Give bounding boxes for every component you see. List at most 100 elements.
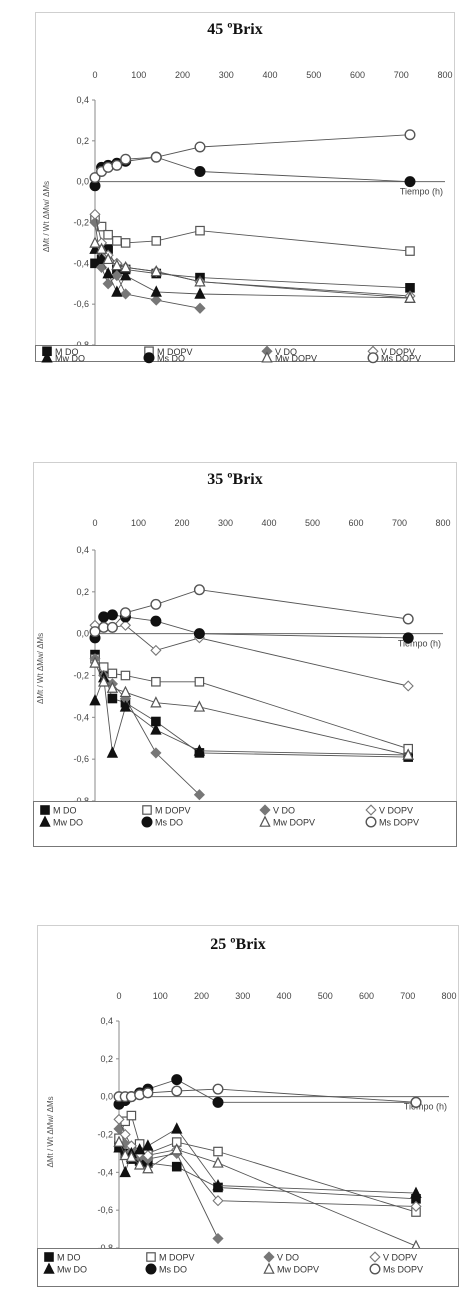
y-tick-label: 0,4 bbox=[100, 1016, 113, 1026]
x-axis-label: Tiempo (h) bbox=[400, 187, 443, 197]
data-point bbox=[193, 744, 206, 756]
x-axis-label: Tiempo (h) bbox=[398, 639, 441, 649]
series-mw-do bbox=[89, 242, 416, 303]
legend-item: Mw DO bbox=[39, 815, 83, 828]
series-mw-dopv bbox=[89, 656, 414, 760]
x-tick-label: 700 bbox=[392, 518, 407, 528]
data-point bbox=[193, 628, 205, 640]
x-tick-label: 100 bbox=[153, 991, 168, 1001]
data-point bbox=[119, 260, 132, 273]
x-tick-label: 100 bbox=[131, 70, 146, 80]
data-point bbox=[194, 302, 206, 314]
legend-box bbox=[37, 1248, 459, 1287]
x-tick-label: 800 bbox=[441, 991, 456, 1001]
legend-item: Ms DO bbox=[143, 352, 185, 364]
y-tick-label: 0,4 bbox=[76, 95, 89, 105]
series-line bbox=[94, 589, 409, 633]
legend-label: V DO bbox=[275, 347, 297, 357]
series-line bbox=[118, 1145, 417, 1200]
series-v-do bbox=[89, 653, 205, 801]
y-tick-label: 0,2 bbox=[76, 136, 89, 146]
data-point bbox=[194, 165, 206, 177]
data-point bbox=[150, 151, 162, 163]
data-point bbox=[113, 1135, 125, 1147]
data-point bbox=[405, 246, 415, 256]
legend-item: M DO bbox=[40, 805, 77, 816]
data-point bbox=[193, 584, 205, 596]
x-tick-label: 200 bbox=[174, 518, 189, 528]
y-axis-label: ΔMt / Wt ΔMw/ ΔMs bbox=[42, 181, 51, 252]
y-axis-label: ΔMt / Wt ΔMw/ ΔMs bbox=[46, 1096, 55, 1167]
legend-item: Mw DOPV bbox=[261, 351, 317, 363]
data-point bbox=[171, 1122, 183, 1134]
data-point bbox=[111, 159, 123, 171]
data-point bbox=[107, 693, 118, 704]
legend-item: V DOPV bbox=[365, 804, 413, 816]
data-point bbox=[111, 258, 123, 271]
series-mw-do bbox=[113, 1122, 422, 1198]
data-point bbox=[150, 285, 162, 297]
data-point bbox=[212, 1195, 224, 1207]
data-point bbox=[212, 1096, 224, 1108]
x-tick-label: 600 bbox=[348, 518, 363, 528]
y-tick-label: -0,4 bbox=[97, 1167, 113, 1177]
legend-label: V DOPV bbox=[383, 1253, 417, 1263]
data-point bbox=[120, 288, 132, 300]
data-point bbox=[119, 607, 131, 619]
legend-marker bbox=[263, 1262, 275, 1274]
x-tick-label: 700 bbox=[394, 70, 409, 80]
data-point bbox=[150, 747, 162, 759]
series-ms-do bbox=[89, 609, 414, 644]
data-point bbox=[119, 685, 132, 698]
x-tick-label: 700 bbox=[400, 991, 415, 1001]
legend-box bbox=[35, 345, 455, 362]
x-tick-label: 0 bbox=[92, 70, 97, 80]
y-tick-label: -0,2 bbox=[73, 218, 89, 228]
data-point bbox=[102, 252, 114, 265]
data-point bbox=[195, 225, 205, 236]
series-line bbox=[118, 1119, 417, 1207]
legend-label: M DOPV bbox=[159, 1253, 195, 1263]
legend-label: V DO bbox=[273, 806, 295, 816]
data-point bbox=[111, 270, 123, 282]
x-tick-label: 500 bbox=[318, 991, 333, 1001]
data-point bbox=[213, 1146, 223, 1157]
y-axis-label: ΔMt / Wt ΔMw/ ΔMs bbox=[36, 633, 45, 704]
x-tick-label: 500 bbox=[306, 70, 321, 80]
data-point bbox=[89, 236, 101, 248]
legend-marker bbox=[145, 1263, 157, 1275]
x-tick-label: 400 bbox=[276, 991, 291, 1001]
data-point bbox=[402, 632, 414, 644]
y-tick-label: 0,2 bbox=[76, 587, 89, 597]
data-point bbox=[106, 609, 118, 621]
series-ms-dopv bbox=[113, 1083, 422, 1108]
series-mw-dopv bbox=[113, 1135, 422, 1251]
data-point bbox=[106, 746, 119, 758]
y-tick-label: -0,6 bbox=[97, 1205, 113, 1215]
data-point bbox=[89, 242, 101, 254]
y-tick-label: -0,2 bbox=[73, 671, 89, 681]
legend-label: Ms DO bbox=[155, 818, 183, 828]
series-line bbox=[94, 658, 200, 796]
legend-label: Ms DOPV bbox=[381, 353, 421, 363]
data-point bbox=[150, 294, 162, 306]
data-point bbox=[98, 675, 110, 687]
data-point bbox=[150, 615, 162, 627]
series-line bbox=[94, 662, 409, 756]
legend-item: M DOPV bbox=[142, 805, 191, 816]
chart-frame bbox=[37, 925, 459, 1287]
legend-item: Mw DOPV bbox=[259, 815, 315, 828]
data-point bbox=[402, 680, 414, 692]
legend-marker bbox=[369, 1251, 381, 1263]
legend-marker bbox=[259, 804, 271, 816]
legend-label: M DOPV bbox=[155, 806, 191, 816]
legend-marker bbox=[261, 351, 273, 363]
series-mw-dopv bbox=[89, 236, 416, 303]
data-point bbox=[95, 242, 108, 254]
y-tick-label: 0,0 bbox=[76, 629, 89, 639]
legend-marker bbox=[365, 804, 377, 816]
series-m-dopv bbox=[90, 213, 415, 256]
data-point bbox=[212, 1156, 224, 1168]
legend-marker bbox=[142, 805, 152, 815]
legend-marker bbox=[146, 1252, 156, 1262]
